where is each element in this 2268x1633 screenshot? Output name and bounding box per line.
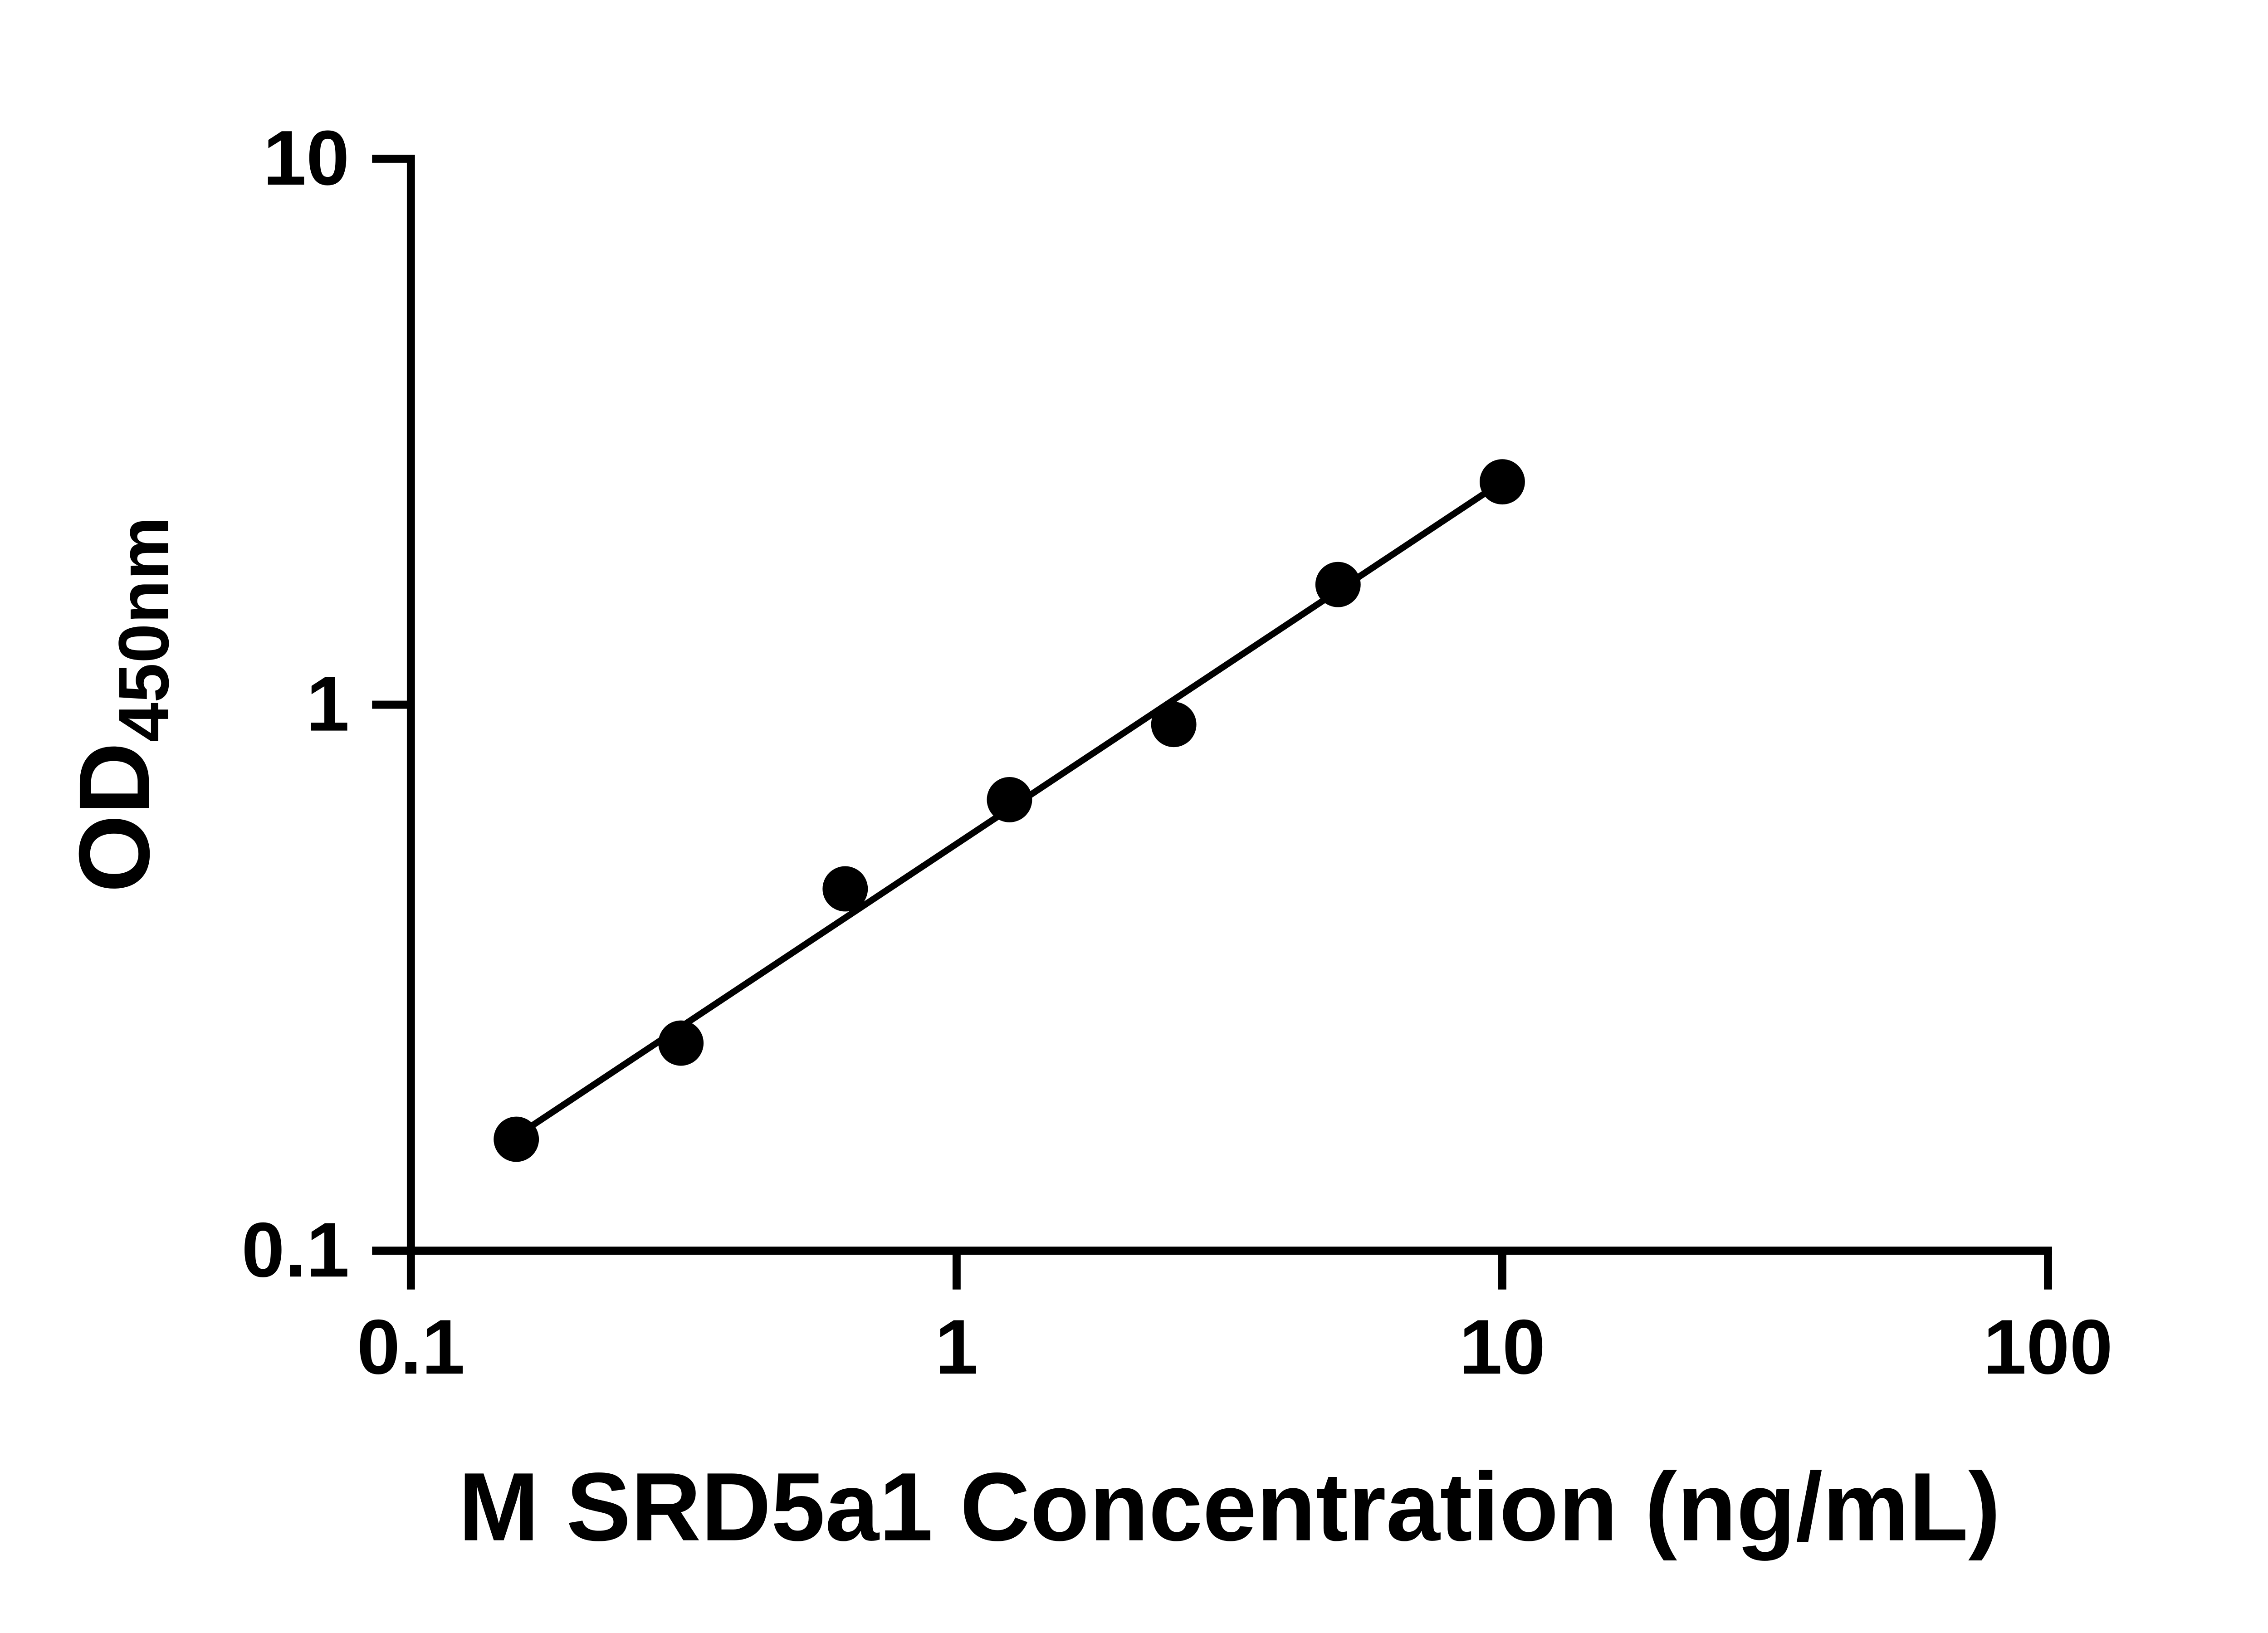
- x-tick-label: 0.1: [357, 1304, 465, 1390]
- y-tick-label: 0.1: [241, 1207, 349, 1293]
- x-axis-title: M SRD5a1 Concentration (ng/mL): [458, 1453, 2000, 1561]
- x-tick-label: 100: [1983, 1304, 2113, 1390]
- x-tick-label: 10: [1459, 1304, 1545, 1390]
- data-point: [658, 1020, 704, 1066]
- y-tick-label: 1: [306, 661, 349, 748]
- data-point: [494, 1116, 539, 1162]
- data-point: [1151, 702, 1197, 748]
- data-point: [1315, 562, 1361, 607]
- y-axis-title-subscript: 450nm: [104, 517, 184, 742]
- y-axis-title-main: OD: [58, 742, 170, 893]
- axis-lines: [406, 155, 2052, 1255]
- data-point: [822, 866, 868, 912]
- data-point: [987, 777, 1032, 822]
- y-axis-title: OD450nm: [58, 517, 184, 893]
- y-tick-label: 10: [263, 115, 349, 201]
- data-point: [1480, 459, 1525, 505]
- x-tick-label: 1: [935, 1304, 978, 1390]
